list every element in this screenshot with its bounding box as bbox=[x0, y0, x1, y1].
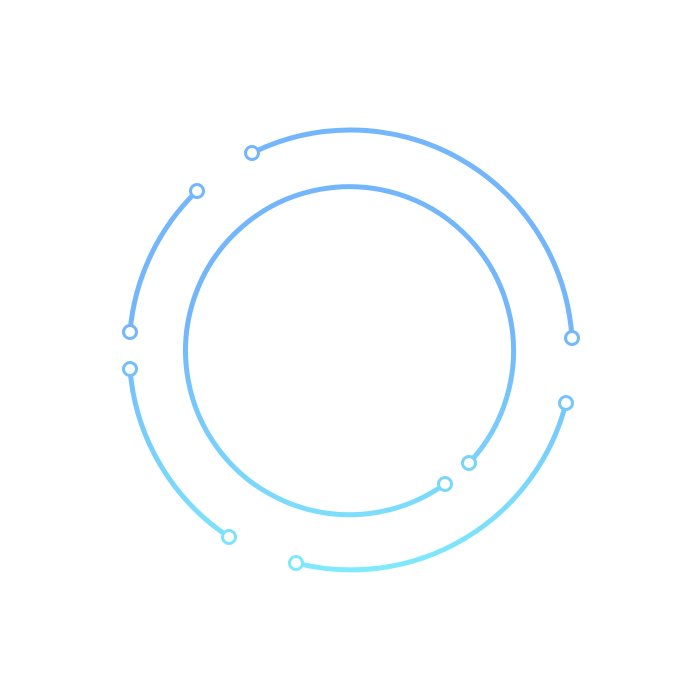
endpoint-node bbox=[437, 476, 453, 492]
outer-arc-top-left bbox=[127, 188, 200, 335]
endpoint-node bbox=[564, 330, 580, 346]
endpoint-node bbox=[122, 324, 138, 340]
endpoint-node bbox=[461, 455, 477, 471]
outer-arc-top-right bbox=[249, 127, 575, 341]
endpoint-node bbox=[244, 145, 260, 161]
inner-ring bbox=[183, 184, 516, 518]
arc-endpoints bbox=[122, 145, 580, 571]
endpoint-node bbox=[558, 395, 574, 411]
endpoint-node bbox=[189, 183, 205, 199]
outer-arc-bottom-right bbox=[293, 400, 569, 573]
endpoint-node bbox=[288, 555, 304, 571]
outer-arc-bottom-left bbox=[127, 366, 232, 540]
endpoint-node bbox=[221, 529, 237, 545]
endpoint-node bbox=[122, 361, 138, 377]
